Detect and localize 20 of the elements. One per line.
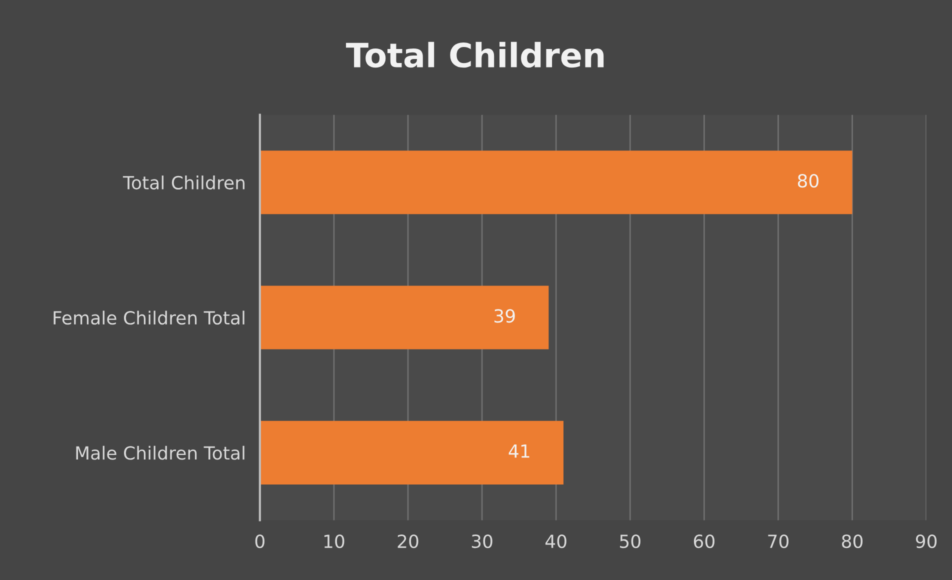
x-tick-label: 90 — [916, 534, 937, 548]
bar — [260, 286, 549, 350]
x-tick-label: 20 — [398, 534, 418, 548]
x-tick-label: 80 — [842, 534, 863, 548]
bar — [260, 150, 852, 214]
y-tick-label: Male Children Total — [76, 446, 244, 460]
x-tick-label: 70 — [768, 534, 788, 548]
x-tick-label: 60 — [694, 534, 714, 548]
x-tick-label: 50 — [620, 534, 640, 548]
y-tick-label: Total Children — [122, 176, 244, 190]
data-label: 80 — [798, 174, 818, 188]
x-tick-label: 10 — [324, 534, 344, 548]
x-tick-label: 0 — [255, 534, 264, 548]
data-label: 39 — [494, 309, 515, 323]
data-label: 41 — [508, 444, 530, 458]
x-tick-label: 40 — [545, 534, 566, 548]
y-tick-label: Female Children Total — [54, 310, 244, 325]
x-tick-label: 30 — [472, 534, 492, 548]
bar — [260, 420, 564, 484]
chart-title: Total Children — [346, 42, 604, 68]
